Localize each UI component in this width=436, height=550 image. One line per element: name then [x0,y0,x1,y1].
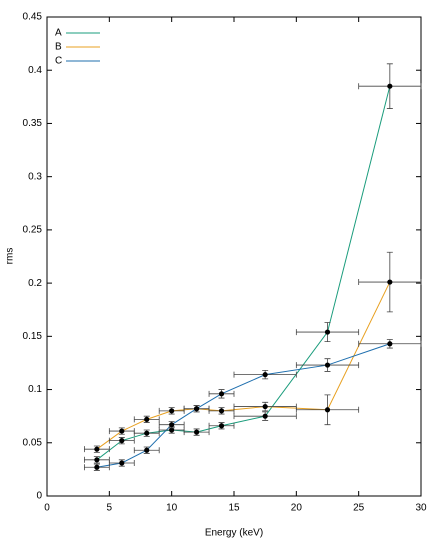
data-point [144,430,150,436]
x-tick-label: 0 [44,503,50,514]
y-tick-label: 0.4 [28,65,42,76]
data-point [387,279,393,285]
data-point [144,416,150,422]
data-point [144,447,150,453]
legend-label: B [55,42,62,53]
data-point [262,372,268,378]
data-point [218,391,225,397]
y-tick-label: 0.45 [23,12,43,23]
x-tick-label: 10 [166,503,178,514]
data-point [119,460,125,466]
y-tick-label: 0.05 [23,437,43,448]
data-point [262,403,268,410]
data-point [324,329,331,335]
data-point [387,341,393,347]
y-tick-label: 0.3 [28,171,42,182]
data-point [324,362,331,368]
x-tick-label: 25 [353,503,365,514]
data-point [194,406,200,412]
data-point [218,423,225,429]
series-line [96,343,390,468]
data-point [169,408,175,414]
y-tick-label: 0.2 [28,278,42,289]
series-line [96,281,391,450]
data-point [119,428,125,434]
legend-label: C [55,56,62,67]
data-point [169,422,175,428]
data-point [169,427,175,433]
data-point [119,438,125,444]
data-point [218,408,225,414]
x-tick-label: 20 [291,503,303,514]
y-tick-label: 0.35 [23,118,43,129]
data-point [94,457,100,463]
data-point [324,407,331,413]
x-tick-label: 5 [107,503,113,514]
y-tick-label: 0.15 [23,331,43,342]
x-axis-label: Energy (keV) [205,528,263,539]
legend-label: A [55,28,62,39]
y-tick-label: 0.1 [28,384,42,395]
y-axis-label: rms [5,248,16,265]
data-point [262,413,268,419]
series-line [96,86,391,461]
data-point [94,446,100,452]
data-point [387,83,393,89]
data-point [94,464,100,470]
y-tick-label: 0 [36,491,42,502]
x-tick-label: 15 [228,503,240,514]
data-point [194,429,200,435]
y-tick-label: 0.25 [23,225,43,236]
x-tick-label: 30 [415,503,427,514]
